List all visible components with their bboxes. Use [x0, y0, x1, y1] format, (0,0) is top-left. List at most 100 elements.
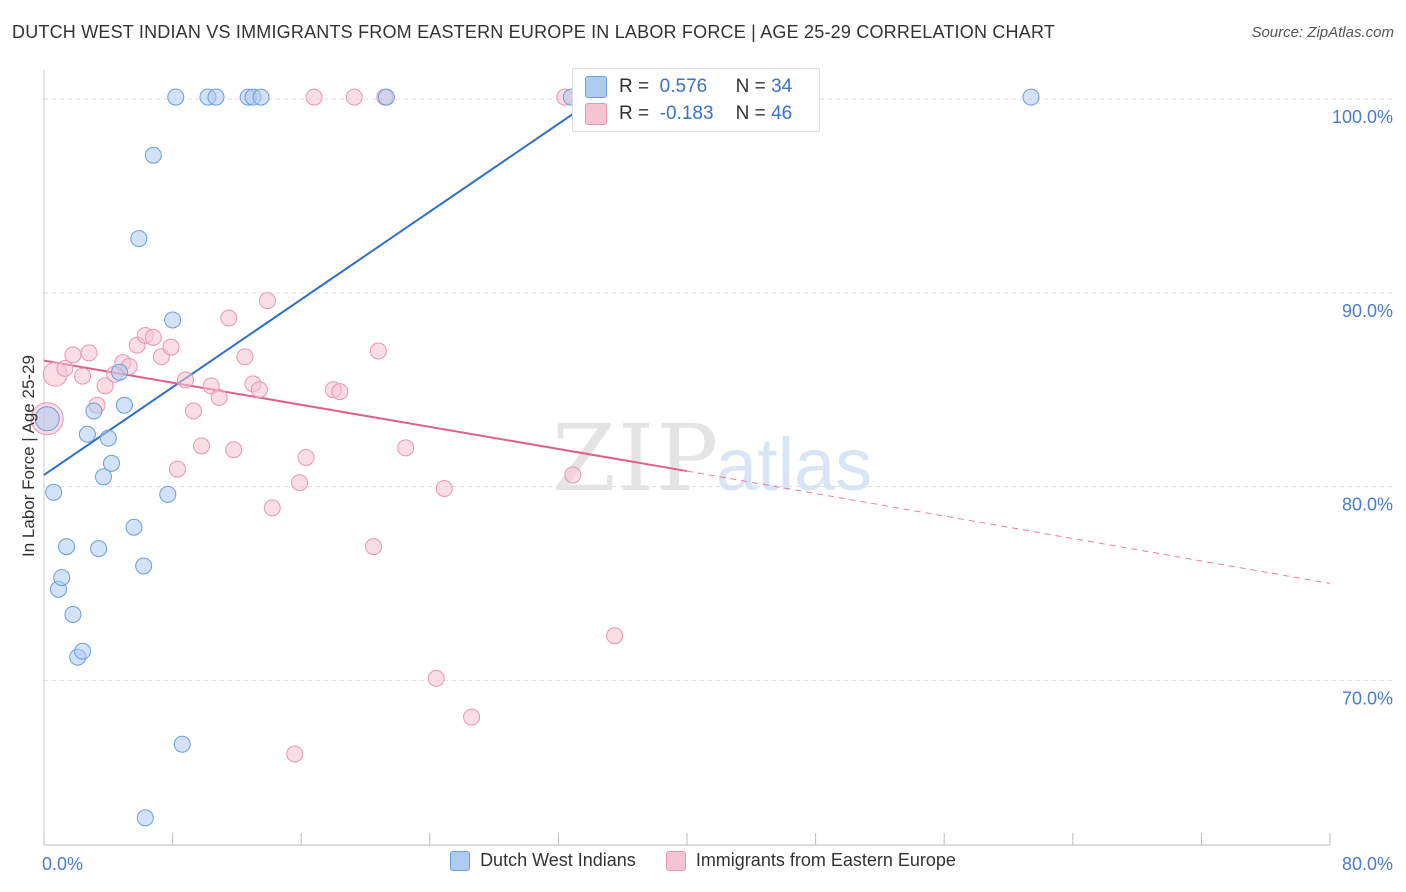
stats-swatch-blue: [585, 76, 607, 98]
legend-item-dutch-west-indians[interactable]: Dutch West Indians: [450, 850, 636, 871]
r-label: R =: [619, 103, 650, 124]
chart-title: DUTCH WEST INDIAN VS IMMIGRANTS FROM EAS…: [12, 22, 1056, 42]
point-immigrants-eastern-europe: [236, 348, 254, 366]
point-immigrants-eastern-europe: [331, 383, 349, 401]
r-label: R =: [619, 76, 650, 97]
point-dutch-west-indians: [136, 809, 154, 827]
y-tick-label: 90.0%: [1342, 301, 1393, 321]
point-dutch-west-indians: [78, 425, 96, 443]
point-immigrants-eastern-europe: [564, 466, 582, 484]
point-immigrants-eastern-europe: [80, 344, 98, 362]
source-label: Source: ZipAtlas.com: [1251, 24, 1394, 41]
r-value-blue: 0.576: [659, 76, 708, 97]
point-immigrants-eastern-europe: [435, 480, 453, 497]
point-immigrants-eastern-europe: [305, 88, 323, 106]
point-dutch-west-indians: [115, 396, 133, 414]
point-dutch-west-indians: [85, 402, 103, 420]
stats-row-pink: R = -0.183 N = 46: [585, 102, 792, 126]
point-immigrants-eastern-europe: [56, 359, 74, 377]
stats-box: R = 0.576 N = 34 R = -0.183 N = 46: [572, 68, 820, 132]
n-value-pink: 46: [771, 103, 793, 124]
point-immigrants-eastern-europe: [225, 441, 243, 459]
legend-label-immigrants-eastern-europe: Immigrants from Eastern Europe: [695, 850, 956, 870]
point-immigrants-eastern-europe: [606, 627, 624, 645]
legend-swatch-blue: [450, 850, 471, 871]
point-immigrants-eastern-europe: [365, 538, 383, 556]
point-dutch-west-indians: [159, 485, 177, 503]
point-dutch-west-indians: [45, 483, 63, 501]
trend-lines: [43, 84, 1331, 584]
n-value-blue: 34: [771, 76, 793, 97]
point-dutch-west-indians: [90, 540, 108, 558]
point-immigrants-eastern-europe: [168, 460, 186, 478]
point-dutch-west-indians: [111, 363, 129, 381]
point-immigrants-eastern-europe: [291, 474, 309, 492]
point-immigrants-eastern-europe: [193, 437, 211, 455]
point-immigrants-eastern-europe: [220, 309, 238, 327]
point-dutch-west-indians: [94, 468, 112, 486]
point-dutch-west-indians: [167, 88, 185, 106]
point-immigrants-eastern-europe: [176, 371, 194, 389]
x-tick-label: 0.0%: [42, 854, 83, 874]
y-tick-label: 70.0%: [1342, 688, 1393, 708]
point-immigrants-eastern-europe: [144, 328, 162, 346]
point-immigrants-eastern-europe: [258, 292, 276, 310]
point-immigrants-eastern-europe: [345, 88, 363, 106]
trend-line-extrapolated: [686, 470, 1331, 584]
point-immigrants-eastern-europe: [210, 388, 228, 406]
point-dutch-west-indians: [74, 642, 92, 660]
y-axis-title: In Labor Force | Age 25-29: [19, 355, 38, 557]
tick-labels: 100.0% 90.0% 80.0% 70.0% 0.0% 80.0%: [42, 107, 1393, 874]
point-dutch-west-indians: [252, 88, 270, 106]
y-tick-label: 80.0%: [1342, 495, 1393, 515]
point-immigrants-eastern-europe: [162, 338, 180, 356]
point-immigrants-eastern-europe: [427, 669, 445, 687]
point-dutch-west-indians: [144, 146, 162, 164]
point-dutch-west-indians: [164, 311, 182, 329]
point-immigrants-eastern-europe: [184, 402, 202, 420]
point-immigrants-eastern-europe: [74, 367, 92, 385]
point-immigrants-eastern-europe: [202, 377, 220, 395]
point-immigrants-eastern-europe: [397, 439, 415, 457]
point-immigrants-eastern-europe: [96, 377, 114, 395]
axes: [43, 70, 1331, 846]
point-dutch-west-indians: [103, 454, 121, 472]
legend-swatch-pink: [665, 850, 686, 871]
point-dutch-west-indians: [58, 538, 76, 556]
point-immigrants-eastern-europe: [463, 708, 481, 726]
x-tick-label: 80.0%: [1342, 854, 1393, 874]
r-value-pink: -0.183: [659, 103, 714, 124]
trend-line-dutch-west-indians: [43, 84, 616, 476]
points-immigrants-eastern-europe: [30, 88, 624, 763]
stats-swatch-pink: [585, 103, 607, 125]
point-immigrants-eastern-europe: [369, 342, 387, 360]
trend-line-immigrants-eastern-europe: [43, 359, 688, 473]
point-immigrants-eastern-europe: [286, 745, 304, 763]
watermark-zip: ZIP: [552, 405, 720, 512]
point-immigrants-eastern-europe: [64, 346, 82, 364]
point-dutch-west-indians: [207, 88, 225, 106]
point-immigrants-eastern-europe: [297, 449, 315, 466]
point-dutch-west-indians: [173, 735, 191, 753]
point-dutch-west-indians: [1022, 88, 1040, 106]
points-dutch-west-indians: [34, 88, 1040, 827]
grid-lines: [44, 98, 1392, 681]
watermark: ZIP atlas: [552, 405, 872, 512]
point-dutch-west-indians: [34, 406, 60, 432]
legend: Dutch West Indians Immigrants from Easte…: [0, 850, 1406, 871]
point-immigrants-eastern-europe: [263, 499, 281, 517]
stats-row-blue: R = 0.576 N = 34: [585, 75, 792, 99]
point-dutch-west-indians: [135, 557, 153, 575]
point-dutch-west-indians: [99, 429, 117, 447]
legend-label-dutch-west-indians: Dutch West Indians: [480, 850, 636, 870]
n-label: N =: [735, 103, 766, 124]
point-dutch-west-indians: [125, 518, 143, 536]
point-dutch-west-indians: [64, 605, 82, 623]
point-dutch-west-indians: [53, 569, 71, 587]
n-label: N =: [735, 76, 766, 97]
y-tick-label: 100.0%: [1332, 107, 1393, 127]
legend-item-immigrants-eastern-europe[interactable]: Immigrants from Eastern Europe: [665, 850, 956, 871]
point-dutch-west-indians: [130, 230, 148, 248]
point-immigrants-eastern-europe: [250, 381, 268, 399]
